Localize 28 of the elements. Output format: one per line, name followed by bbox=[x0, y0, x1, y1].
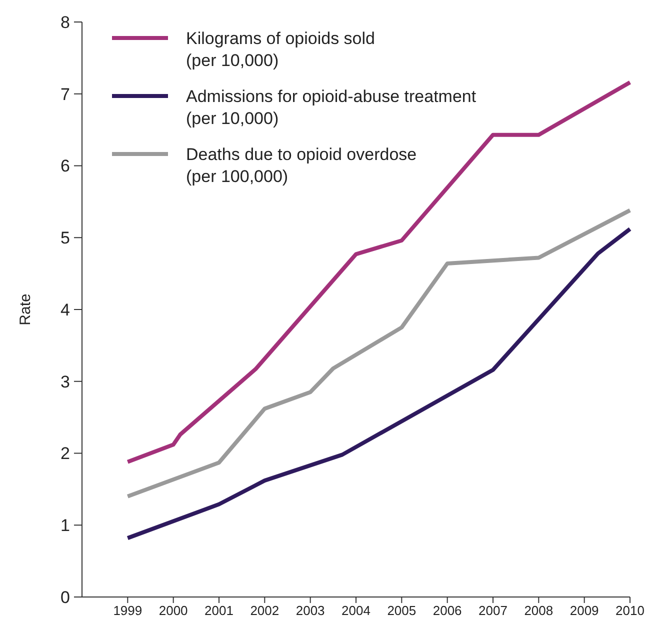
x-tick-label: 2005 bbox=[387, 603, 416, 618]
line-series bbox=[126, 208, 632, 498]
x-tick-label: 2006 bbox=[432, 603, 462, 618]
y-tick-label: 2 bbox=[60, 444, 70, 464]
x-tick-label: 2004 bbox=[342, 603, 370, 618]
line-series bbox=[126, 80, 632, 464]
legend-label: Deaths due to opioid overdose (per 100,000) bbox=[186, 145, 417, 186]
y-tick-label: 8 bbox=[60, 12, 70, 32]
x-tick-label: 2002 bbox=[250, 603, 280, 618]
x-tick-label: 2009 bbox=[570, 603, 599, 618]
y-tick-label: 5 bbox=[60, 228, 70, 248]
y-tick-label: 7 bbox=[60, 84, 70, 104]
y-tick-label: 3 bbox=[60, 372, 70, 392]
legend-label: Kilograms of opioids sold (per 10,000) bbox=[186, 29, 375, 70]
y-tick-label: 6 bbox=[60, 156, 70, 176]
x-tick-label: 2010 bbox=[616, 603, 644, 618]
legend-label: Admissions for opioid-abuse treatment (per 10,000) bbox=[186, 87, 476, 128]
y-tick-label: 1 bbox=[60, 516, 70, 536]
y-axis-title: Rate bbox=[17, 294, 34, 326]
x-tick-label: 2001 bbox=[204, 603, 234, 618]
x-tick-label: 2000 bbox=[158, 603, 188, 618]
line-series bbox=[126, 227, 632, 540]
x-tick-label: 1999 bbox=[113, 603, 142, 618]
y-tick-label: 0 bbox=[60, 588, 70, 607]
x-tick-label: 2003 bbox=[296, 603, 325, 618]
x-tick-label: 2007 bbox=[478, 603, 508, 618]
x-tick-label: 2008 bbox=[524, 603, 554, 618]
y-tick-label: 4 bbox=[60, 300, 70, 320]
